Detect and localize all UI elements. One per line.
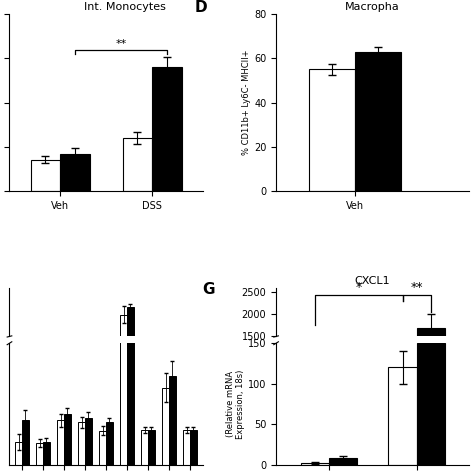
Bar [36, 408, 43, 409]
Bar [57, 407, 64, 409]
Bar [100, 430, 106, 465]
Y-axis label: % CD11b+ Ly6C- MHCII+: % CD11b+ Ly6C- MHCII+ [242, 50, 251, 155]
Bar [127, 0, 134, 465]
Bar [301, 463, 329, 465]
Bar [22, 407, 29, 409]
Bar [120, 0, 127, 465]
Bar [64, 406, 71, 409]
Y-axis label: (Relative mRNA
Expression, 18s): (Relative mRNA Expression, 18s) [226, 369, 245, 438]
Bar [78, 422, 85, 465]
Bar [183, 407, 190, 409]
Bar [389, 367, 417, 465]
Bar [163, 405, 169, 409]
Bar [190, 407, 197, 409]
Bar [355, 52, 401, 191]
Bar [417, 328, 445, 402]
Bar [141, 407, 148, 409]
Bar [329, 458, 357, 465]
Bar [190, 430, 197, 465]
Bar [64, 414, 71, 465]
Bar [152, 67, 182, 191]
Text: **: ** [115, 39, 127, 49]
Bar [106, 422, 113, 465]
Bar [163, 388, 169, 465]
Bar [60, 154, 90, 191]
Bar [309, 69, 355, 191]
Bar [106, 407, 113, 409]
Title: Macropha: Macropha [345, 2, 400, 12]
Bar [78, 407, 85, 409]
Bar [85, 406, 92, 409]
Bar [417, 343, 445, 465]
Bar [169, 375, 176, 465]
Bar [31, 160, 60, 191]
Bar [100, 407, 106, 409]
Title: CXCL1: CXCL1 [355, 276, 391, 286]
Bar [57, 420, 64, 465]
Bar [15, 408, 22, 409]
Bar [141, 430, 148, 465]
Bar [22, 420, 29, 465]
Bar [15, 442, 22, 465]
Bar [120, 315, 127, 409]
Bar [183, 430, 190, 465]
Title: Int. Monocytes: Int. Monocytes [84, 2, 166, 12]
Bar [148, 430, 155, 465]
Bar [85, 418, 92, 465]
Text: G: G [203, 282, 215, 297]
Bar [36, 443, 43, 465]
Bar [148, 407, 155, 409]
Text: **: ** [410, 281, 423, 294]
Bar [43, 408, 50, 409]
Text: D: D [195, 0, 208, 15]
Bar [169, 404, 176, 409]
Text: *: * [356, 281, 362, 294]
Bar [127, 307, 134, 409]
Bar [43, 442, 50, 465]
Bar [123, 138, 152, 191]
